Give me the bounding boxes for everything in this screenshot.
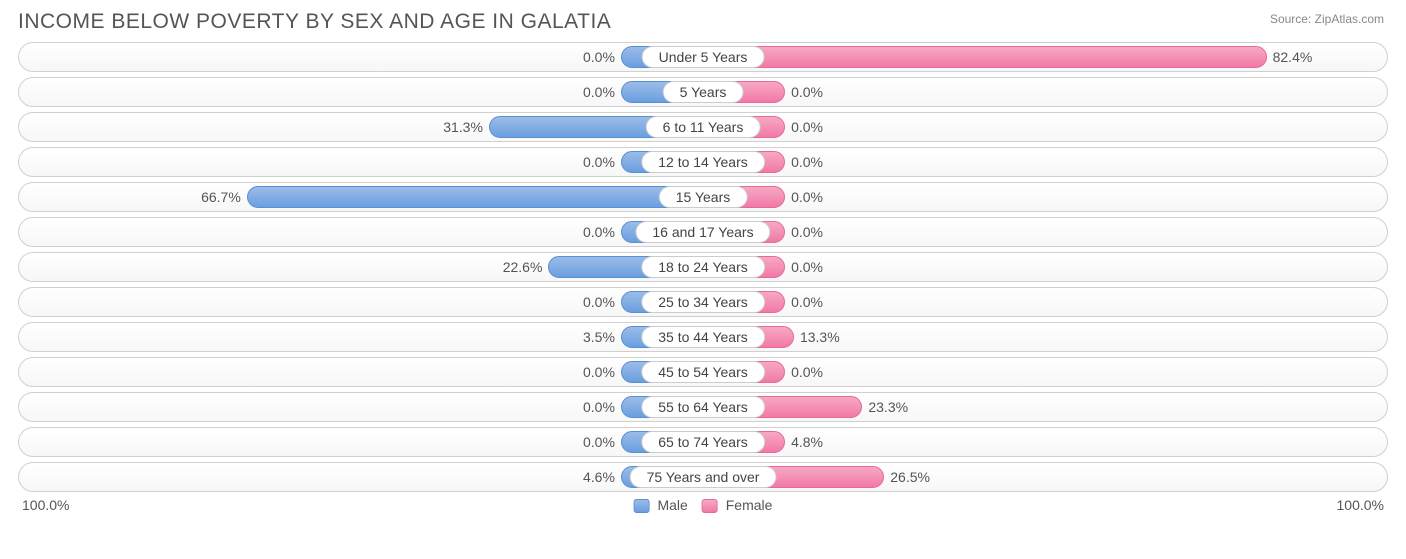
male-half: 0.0% xyxy=(19,393,703,421)
male-value: 22.6% xyxy=(503,259,543,275)
female-half: 26.5% xyxy=(703,463,1387,491)
male-value: 0.0% xyxy=(583,294,615,310)
category-label: 5 Years xyxy=(663,81,744,103)
category-label: 25 to 34 Years xyxy=(641,291,765,313)
category-label: Under 5 Years xyxy=(642,46,765,68)
diverging-bar-chart: 0.0% 82.4% Under 5 Years 0.0% 0.0% 5 Years 31.… xyxy=(18,42,1388,492)
legend-male-label: Male xyxy=(657,497,687,513)
category-label: 45 to 54 Years xyxy=(641,361,765,383)
female-swatch-icon xyxy=(702,499,718,513)
female-half: 0.0% xyxy=(703,78,1387,106)
male-bar xyxy=(247,186,703,208)
chart-row: 0.0% 0.0% 5 Years xyxy=(18,77,1388,107)
chart-row: 3.5% 13.3% 35 to 44 Years xyxy=(18,322,1388,352)
female-value: 4.8% xyxy=(791,434,823,450)
female-value: 13.3% xyxy=(800,329,840,345)
category-label: 35 to 44 Years xyxy=(641,326,765,348)
female-half: 0.0% xyxy=(703,288,1387,316)
male-half: 66.7% xyxy=(19,183,703,211)
male-value: 66.7% xyxy=(201,189,241,205)
female-bar xyxy=(703,46,1267,68)
male-value: 3.5% xyxy=(583,329,615,345)
male-value: 0.0% xyxy=(583,364,615,380)
female-half: 0.0% xyxy=(703,253,1387,281)
chart-row: 0.0% 4.8% 65 to 74 Years xyxy=(18,427,1388,457)
chart-row: 66.7% 0.0% 15 Years xyxy=(18,182,1388,212)
female-value: 82.4% xyxy=(1273,49,1313,65)
axis-max-left: 100.0% xyxy=(22,497,69,513)
male-value: 0.0% xyxy=(583,224,615,240)
female-half: 23.3% xyxy=(703,393,1387,421)
female-half: 0.0% xyxy=(703,183,1387,211)
chart-row: 0.0% 82.4% Under 5 Years xyxy=(18,42,1388,72)
female-value: 0.0% xyxy=(791,294,823,310)
category-label: 16 and 17 Years xyxy=(635,221,770,243)
female-half: 13.3% xyxy=(703,323,1387,351)
chart-row: 0.0% 0.0% 12 to 14 Years xyxy=(18,147,1388,177)
chart-row: 0.0% 0.0% 16 and 17 Years xyxy=(18,217,1388,247)
chart-row: 0.0% 0.0% 45 to 54 Years xyxy=(18,357,1388,387)
female-half: 0.0% xyxy=(703,113,1387,141)
legend-female-label: Female xyxy=(726,497,773,513)
category-label: 12 to 14 Years xyxy=(641,151,765,173)
chart-row: 22.6% 0.0% 18 to 24 Years xyxy=(18,252,1388,282)
male-value: 4.6% xyxy=(583,469,615,485)
male-value: 31.3% xyxy=(443,119,483,135)
chart-row: 0.0% 0.0% 25 to 34 Years xyxy=(18,287,1388,317)
female-half: 82.4% xyxy=(703,43,1387,71)
category-label: 75 Years and over xyxy=(630,466,777,488)
female-value: 0.0% xyxy=(791,119,823,135)
category-label: 15 Years xyxy=(659,186,748,208)
male-value: 0.0% xyxy=(583,49,615,65)
category-label: 65 to 74 Years xyxy=(641,431,765,453)
male-half: 0.0% xyxy=(19,358,703,386)
male-half: 0.0% xyxy=(19,218,703,246)
female-value: 0.0% xyxy=(791,154,823,170)
female-half: 0.0% xyxy=(703,218,1387,246)
male-value: 0.0% xyxy=(583,434,615,450)
female-value: 0.0% xyxy=(791,224,823,240)
female-half: 4.8% xyxy=(703,428,1387,456)
female-value: 0.0% xyxy=(791,259,823,275)
female-value: 23.3% xyxy=(868,399,908,415)
male-half: 4.6% xyxy=(19,463,703,491)
category-label: 18 to 24 Years xyxy=(641,256,765,278)
legend-female: Female xyxy=(702,497,773,513)
male-half: 0.0% xyxy=(19,428,703,456)
male-half: 0.0% xyxy=(19,43,703,71)
category-label: 55 to 64 Years xyxy=(641,396,765,418)
axis-max-right: 100.0% xyxy=(1337,497,1384,513)
female-half: 0.0% xyxy=(703,358,1387,386)
chart-row: 0.0% 23.3% 55 to 64 Years xyxy=(18,392,1388,422)
chart-row: 4.6% 26.5% 75 Years and over xyxy=(18,462,1388,492)
male-half: 0.0% xyxy=(19,288,703,316)
male-swatch-icon xyxy=(634,499,650,513)
chart-title: INCOME BELOW POVERTY BY SEX AND AGE IN G… xyxy=(18,10,1388,34)
axis-row: 100.0% Male Female 100.0% xyxy=(18,497,1388,519)
female-half: 0.0% xyxy=(703,148,1387,176)
male-half: 0.0% xyxy=(19,78,703,106)
male-value: 0.0% xyxy=(583,399,615,415)
male-value: 0.0% xyxy=(583,84,615,100)
male-half: 3.5% xyxy=(19,323,703,351)
source-attribution: Source: ZipAtlas.com xyxy=(1270,12,1384,26)
male-half: 22.6% xyxy=(19,253,703,281)
female-value: 0.0% xyxy=(791,364,823,380)
male-half: 31.3% xyxy=(19,113,703,141)
legend: Male Female xyxy=(634,497,773,513)
male-half: 0.0% xyxy=(19,148,703,176)
category-label: 6 to 11 Years xyxy=(646,116,761,138)
female-value: 0.0% xyxy=(791,84,823,100)
chart-row: 31.3% 0.0% 6 to 11 Years xyxy=(18,112,1388,142)
male-value: 0.0% xyxy=(583,154,615,170)
female-value: 0.0% xyxy=(791,189,823,205)
legend-male: Male xyxy=(634,497,688,513)
female-value: 26.5% xyxy=(890,469,930,485)
